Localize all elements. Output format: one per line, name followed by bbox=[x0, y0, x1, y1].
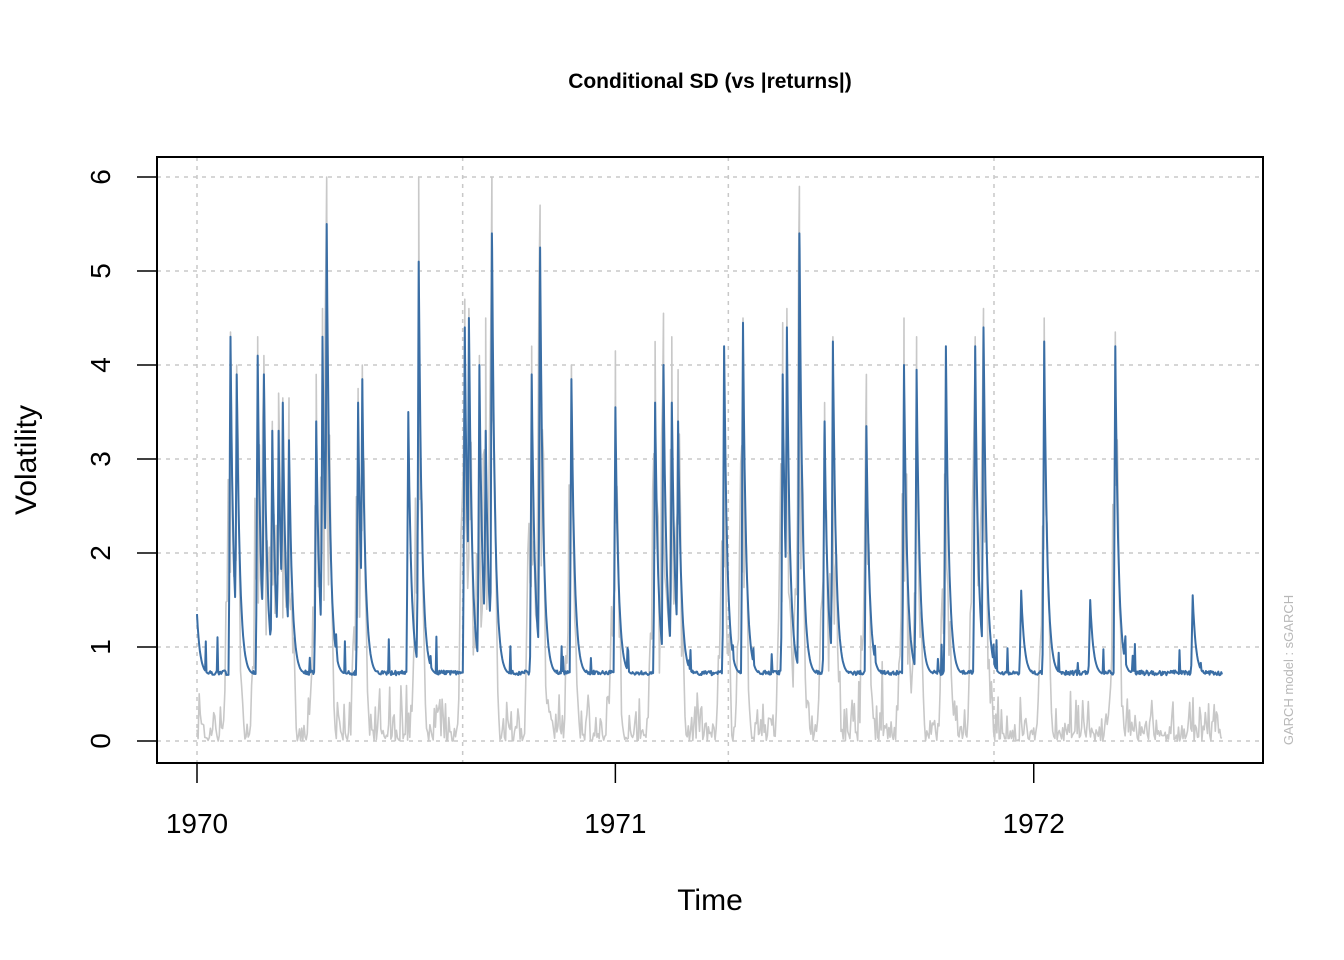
y-tick-label: 5 bbox=[85, 263, 116, 279]
x-tick-label: 1972 bbox=[1003, 808, 1065, 839]
model-note: GARCH model : sGARCH bbox=[1281, 595, 1296, 745]
y-tick-label: 3 bbox=[85, 451, 116, 467]
y-axis: 0 1 2 3 4 5 6 bbox=[85, 169, 158, 749]
x-axis: 1970 1971 1972 bbox=[166, 762, 1065, 839]
x-tick-label: 1971 bbox=[584, 808, 646, 839]
chart-title: Conditional SD (vs |returns|) bbox=[568, 70, 852, 93]
x-tick-label: 1970 bbox=[166, 808, 228, 839]
y-tick-label: 1 bbox=[85, 639, 116, 655]
y-tick-label: 6 bbox=[85, 169, 116, 185]
y-tick-label: 2 bbox=[85, 545, 116, 561]
y-axis-label: Volatility bbox=[10, 405, 43, 515]
conditional-sd-series bbox=[196, 223, 1223, 677]
x-axis-label: Time bbox=[677, 884, 743, 917]
y-tick-label: 4 bbox=[85, 357, 116, 373]
conditional-sd-line bbox=[196, 223, 1223, 677]
grid-lines bbox=[157, 157, 1263, 763]
y-tick-label: 0 bbox=[85, 733, 116, 749]
